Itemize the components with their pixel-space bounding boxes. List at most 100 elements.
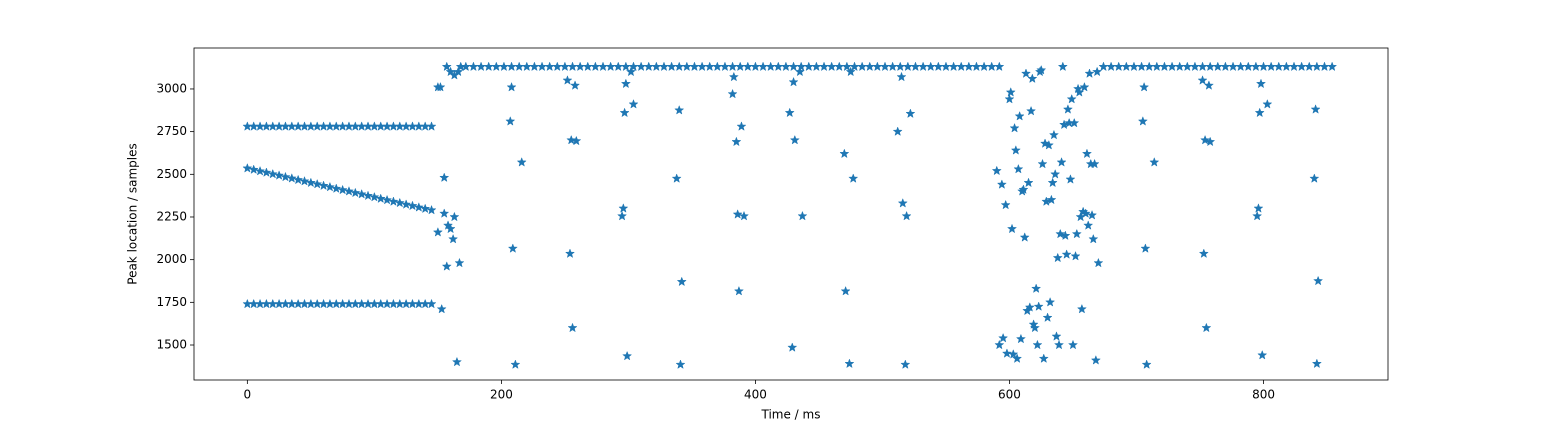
data-point <box>848 173 859 183</box>
data-point <box>727 88 738 99</box>
data-point <box>1254 107 1265 118</box>
data-point <box>994 339 1005 350</box>
data-point <box>1060 230 1071 241</box>
data-point <box>1004 93 1015 104</box>
data-point <box>1313 275 1324 286</box>
x-tick-label: 400 <box>744 388 767 402</box>
x-axis-label: Time / ms <box>761 408 821 422</box>
data-point <box>896 71 907 82</box>
data-point <box>1071 228 1082 239</box>
data-point <box>516 157 527 167</box>
data-point <box>426 121 437 131</box>
data-point <box>1006 223 1018 234</box>
data-point <box>1327 61 1338 72</box>
data-point <box>620 78 631 89</box>
data-point <box>1083 220 1094 230</box>
data-point <box>248 164 259 175</box>
data-point <box>1018 184 1029 194</box>
data-point <box>362 190 374 201</box>
data-point <box>439 208 450 218</box>
data-point <box>1000 199 1011 210</box>
data-point <box>267 168 278 179</box>
data-point <box>619 107 630 118</box>
data-point <box>1055 228 1066 239</box>
y-tick-label: 1500 <box>156 338 187 352</box>
data-point <box>1065 174 1076 184</box>
data-point <box>1252 210 1263 221</box>
data-point <box>1023 177 1034 188</box>
data-point <box>1140 243 1151 253</box>
data-point <box>845 66 856 77</box>
data-point <box>1074 87 1085 97</box>
data-point <box>789 134 800 145</box>
data-point <box>1311 358 1322 369</box>
data-point <box>622 350 633 361</box>
data-point <box>426 204 437 215</box>
x-tick-label: 0 <box>244 388 252 402</box>
data-point <box>567 322 578 333</box>
data-point <box>618 203 629 213</box>
data-point <box>728 71 739 82</box>
y-tick-label: 3000 <box>156 81 187 95</box>
data-point <box>312 178 323 189</box>
data-point <box>453 66 464 77</box>
data-point <box>1052 252 1063 263</box>
data-point <box>286 173 297 183</box>
data-point <box>1042 312 1053 322</box>
data-point <box>571 135 582 146</box>
data-point <box>628 99 639 109</box>
data-point <box>1081 148 1093 159</box>
data-point <box>274 170 285 180</box>
data-point <box>1048 129 1059 140</box>
data-point <box>991 165 1002 176</box>
data-point <box>1047 177 1058 188</box>
data-point <box>994 61 1005 72</box>
data-point <box>839 148 850 159</box>
data-point <box>617 210 628 221</box>
data-point <box>1090 355 1101 365</box>
data-point <box>1001 348 1012 358</box>
x-tick-label: 600 <box>998 388 1021 402</box>
data-point <box>451 356 462 367</box>
data-point <box>1197 75 1208 85</box>
data-point <box>507 243 518 253</box>
data-point <box>1205 136 1216 147</box>
data-point <box>1043 139 1054 150</box>
y-tick-label: 2750 <box>156 124 187 138</box>
data-point <box>1149 157 1160 167</box>
data-point <box>510 359 521 369</box>
x-tick-label: 800 <box>1252 388 1275 402</box>
data-point <box>797 210 808 221</box>
data-point <box>1066 93 1077 104</box>
data-point <box>299 175 310 186</box>
data-point <box>900 359 911 369</box>
data-point <box>382 194 393 205</box>
data-point <box>675 359 686 369</box>
data-point <box>1027 73 1038 84</box>
data-point <box>788 76 799 87</box>
data-point <box>897 198 908 208</box>
data-point <box>1201 322 1212 333</box>
data-point <box>731 136 742 147</box>
data-point <box>1310 104 1321 114</box>
data-point <box>356 188 367 199</box>
data-point <box>1045 297 1056 307</box>
data-point <box>787 342 798 352</box>
data-point <box>1015 333 1026 344</box>
data-point <box>901 210 912 221</box>
data-point <box>1057 61 1068 72</box>
data-point <box>1033 301 1044 311</box>
data-point <box>1198 248 1209 258</box>
data-point <box>671 173 682 183</box>
data-point <box>1056 157 1067 167</box>
data-point <box>1093 257 1104 268</box>
y-tick-label: 1750 <box>156 295 187 309</box>
y-tick-label: 2250 <box>156 209 187 223</box>
data-point <box>1010 145 1021 155</box>
data-point <box>375 193 386 204</box>
data-point <box>432 227 443 237</box>
data-point <box>996 179 1007 189</box>
data-point <box>1020 68 1032 78</box>
data-point <box>1086 209 1098 220</box>
